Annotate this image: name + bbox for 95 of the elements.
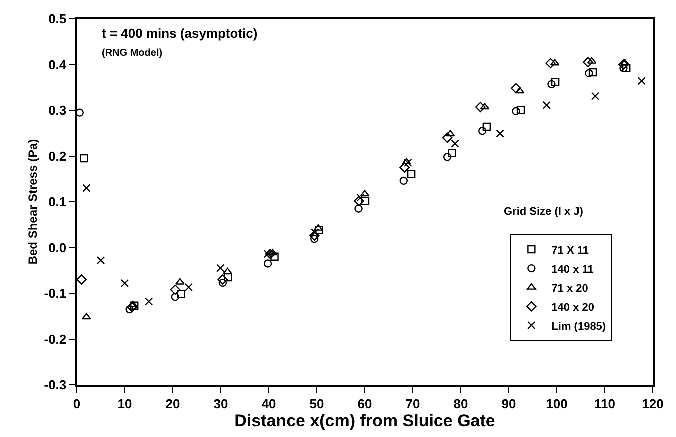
point <box>583 57 594 68</box>
point <box>407 170 416 178</box>
point <box>620 59 630 66</box>
y-tick-label: 0.5 <box>48 12 67 27</box>
x-tick-label: 40 <box>262 396 276 412</box>
point <box>224 273 232 282</box>
point <box>265 249 276 260</box>
annotation: t = 400 mins (asymptotic) <box>102 26 258 41</box>
point <box>218 278 228 288</box>
point <box>270 252 279 261</box>
point <box>451 140 460 148</box>
x-tick-label: 20 <box>166 396 180 412</box>
point <box>96 256 106 265</box>
y-axis-title: Bed Shear Stress (Pa) <box>26 139 40 265</box>
point <box>354 196 364 206</box>
point <box>400 176 408 186</box>
point <box>400 162 410 173</box>
point <box>478 126 487 136</box>
y-tick-label: 0.2 <box>48 148 67 164</box>
point <box>360 190 370 197</box>
point <box>442 132 453 144</box>
point <box>482 122 492 132</box>
legend-title: Grid Size (I x J) <box>504 206 584 218</box>
x-tick-label: 110 <box>594 396 616 412</box>
point <box>587 57 597 64</box>
point <box>268 249 278 256</box>
point <box>551 78 560 86</box>
point <box>120 279 130 288</box>
point <box>550 59 560 66</box>
point <box>170 284 181 295</box>
legend-label: 140 x 20 <box>552 302 595 314</box>
point <box>511 83 522 94</box>
legend-label: 71 X 11 <box>552 244 590 257</box>
point <box>361 196 370 206</box>
point <box>443 153 452 162</box>
point <box>82 184 91 192</box>
point <box>264 260 272 268</box>
y-tick-label: 0.4 <box>48 57 68 72</box>
point <box>622 64 631 73</box>
annotation: (RNG Model) <box>102 48 163 59</box>
point <box>448 148 456 158</box>
point <box>618 60 629 70</box>
point <box>176 278 185 285</box>
y-tick-label: 0.1 <box>48 194 67 210</box>
x-tick-label: 80 <box>454 396 468 412</box>
point <box>171 293 180 302</box>
point <box>184 283 193 292</box>
point <box>309 230 320 242</box>
x-tick-label: 0 <box>73 396 81 412</box>
y-tick-label: -0.3 <box>44 378 67 393</box>
y-tick-label: -0.2 <box>44 332 67 347</box>
point <box>591 92 600 100</box>
point <box>512 107 520 116</box>
point <box>585 69 594 78</box>
point <box>548 80 556 89</box>
point <box>516 106 526 114</box>
x-tick-label: 70 <box>406 396 420 412</box>
point <box>177 290 186 299</box>
x-tick-label: 100 <box>546 396 568 412</box>
point <box>223 268 232 274</box>
x-tick-label: 50 <box>310 396 324 412</box>
point <box>218 274 228 285</box>
point <box>546 58 556 69</box>
point <box>542 101 552 110</box>
point <box>515 87 525 94</box>
point <box>127 302 138 312</box>
point <box>638 77 646 86</box>
point <box>310 234 319 244</box>
legend-label: Lim (1985) <box>552 320 606 333</box>
point <box>354 204 363 213</box>
point <box>588 68 598 77</box>
x-tick-label: 30 <box>214 396 228 412</box>
point <box>80 154 88 163</box>
x-tick-label: 90 <box>502 396 516 412</box>
point <box>315 226 324 234</box>
legend-label: 71 x 20 <box>552 282 588 295</box>
point <box>216 264 225 272</box>
point <box>496 130 504 138</box>
x-tick-label: 120 <box>642 396 664 412</box>
point <box>402 158 412 165</box>
y-tick-label: -0.1 <box>44 286 67 302</box>
y-tick-label: 0.3 <box>48 103 67 118</box>
point <box>82 313 92 320</box>
x-axis-title: Distance x(cm) from Sluice Gate <box>234 411 496 430</box>
point <box>476 102 486 112</box>
x-tick-label: 10 <box>118 396 132 412</box>
point <box>77 108 84 117</box>
legend-label: 140 x 11 <box>552 264 594 276</box>
y-tick-label: 0.0 <box>48 240 67 256</box>
x-tick-label: 60 <box>358 396 372 412</box>
point <box>446 130 456 137</box>
point <box>480 103 490 110</box>
point <box>314 224 324 231</box>
point <box>77 274 87 285</box>
point <box>130 302 139 310</box>
